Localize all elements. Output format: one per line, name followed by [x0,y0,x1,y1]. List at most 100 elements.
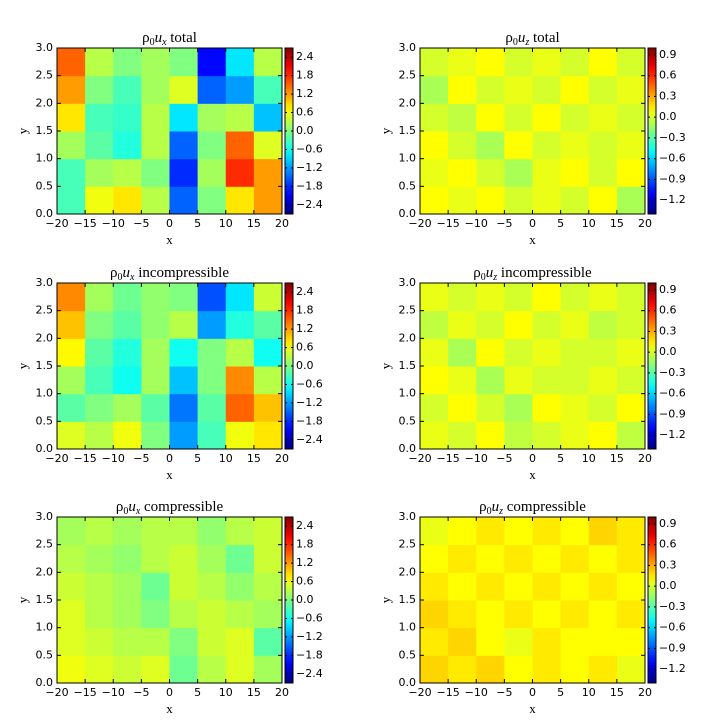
heat-cell [141,103,170,132]
heat-cell [504,158,533,187]
heat-cell [113,186,142,215]
heat-cell [448,338,477,367]
heat-cell [476,158,505,187]
y-tick-label: 0.5 [399,414,417,427]
heat-cell [197,655,227,684]
heat-cell [253,393,283,422]
heat-cell [448,48,477,77]
heat-cell [448,283,477,312]
heat-cell [616,393,646,422]
heat-cell [225,572,255,601]
colorbar-tick-label: 0.9 [659,517,677,530]
heat-cell [253,283,283,312]
heat-cell [532,75,562,104]
heat-cell [588,48,618,77]
heat-cell [532,517,562,546]
heat-cell [85,338,114,367]
heat-cell [197,600,227,629]
title-part: 0 [513,37,518,48]
heat-cell [476,338,505,367]
heat-cell [532,393,562,422]
heat-cell [225,75,255,104]
y-tick-label: 3.0 [399,276,417,289]
heat-cell [57,421,86,450]
colorbar-tick-label: 1.8 [296,538,314,551]
heat-cell [616,544,646,573]
heat-cell [169,517,199,546]
heat-cell [560,366,590,395]
y-tick-label: 3.0 [399,41,417,54]
x-tick-label: 5 [557,686,564,699]
heat-cell [560,48,590,77]
colorbar-tick-label: 0.9 [659,48,677,61]
heat-cell [141,75,170,104]
heat-cell [420,158,449,187]
y-tick-label: 1.0 [399,387,417,400]
heat-cell [85,655,114,684]
heat-cell [448,158,477,187]
heat-cell [113,572,142,601]
y-axis-label: y [15,127,30,134]
x-tick-label: 10 [582,452,596,465]
x-tick-label: 15 [247,452,261,465]
heat-cell [448,627,477,656]
heat-cell [588,158,618,187]
y-tick-label: 1.5 [36,124,54,137]
chart-title: ρ0ux compressible [116,499,224,517]
heat-cell [560,186,590,215]
colorbar-tick-label: −1.2 [659,662,686,675]
title-part: x [135,506,141,517]
heat-cell [85,48,114,77]
title-part: ρ [479,499,487,515]
heat-cell [476,572,505,601]
heat-cell [253,75,283,104]
y-tick-label: 2.0 [36,565,54,578]
title-part: ρ [142,30,150,46]
y-tick-label: 0.5 [399,179,417,192]
colorbar-tick-label: −0.9 [659,172,686,185]
heat-cell [420,655,449,684]
y-tick-label: 3.0 [36,276,54,289]
colorbar-tick-label: 0.0 [296,124,314,137]
x-tick-label: −5 [496,217,512,230]
colorbar-tick-label: 0.3 [659,558,677,571]
colorbar-tick-label: −0.6 [659,152,686,165]
heat-cell [197,103,227,132]
heat-cell [616,572,646,601]
chart-title: ρ0uz compressible [479,499,586,517]
heat-cell [85,600,114,629]
heat-cell [57,75,86,104]
heat-cell [253,421,283,450]
x-tick-label: −5 [133,217,149,230]
colorbar-tick-label: 1.8 [296,69,314,82]
heat-cell [57,600,86,629]
colorbar-tick-label: 1.2 [296,87,314,100]
heat-cell [113,131,142,160]
y-tick-label: 1.5 [399,593,417,606]
heat-cell [141,186,170,215]
heat-cell [225,627,255,656]
y-axis-label: y [378,127,393,134]
heat-cell [197,517,227,546]
heat-cell [588,421,618,450]
x-tick-label: −5 [496,452,512,465]
heat-cell [448,655,477,684]
heat-cell [504,655,533,684]
heat-cell [448,517,477,546]
heat-cell [560,283,590,312]
heat-cell [616,48,646,77]
heat-cell [616,131,646,160]
heat-cell [225,600,255,629]
heat-cell [504,75,533,104]
heat-cell [448,544,477,573]
heat-cell [448,186,477,215]
heat-cell [616,103,646,132]
heat-cell [85,158,114,187]
heat-cell [169,158,199,187]
x-tick-label: 20 [638,452,652,465]
heat-cell [113,103,142,132]
colorbar-tick-label: −2.4 [296,667,323,680]
y-tick-label: 2.5 [36,538,54,551]
heat-cell [560,421,590,450]
title-part: x [161,37,167,48]
